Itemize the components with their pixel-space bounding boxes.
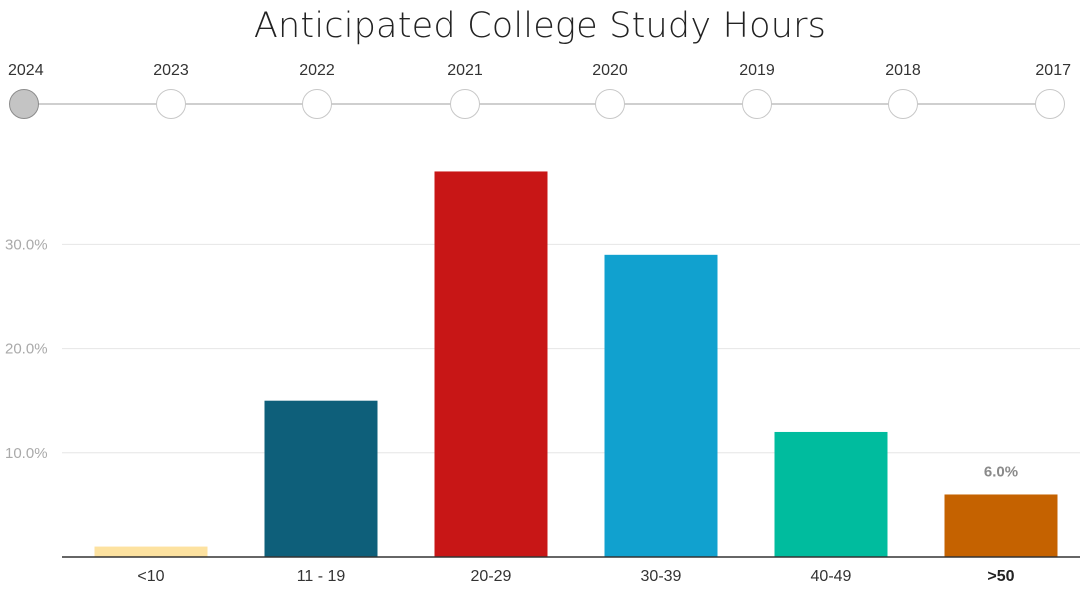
x-tick-label: 20-29 [471, 568, 512, 585]
bar-5 [774, 431, 888, 557]
bar-3 [434, 171, 548, 557]
timeline-year-label: 2024 [8, 62, 44, 79]
x-tick-label: <10 [137, 568, 164, 585]
timeline-year-label: 2020 [592, 62, 628, 79]
timeline-year-label: 2018 [885, 62, 921, 79]
bar-6 [944, 494, 1058, 557]
x-tick-label: >50 [987, 568, 1014, 585]
y-tick-label: 30.0% [5, 236, 48, 253]
y-tick-label: 10.0% [5, 445, 48, 462]
timeline-year-marker[interactable] [302, 89, 332, 119]
chart-title: Anticipated College Study Hours [253, 6, 827, 46]
data-label: 6.0% [984, 463, 1018, 480]
timeline-year-label: 2017 [1035, 62, 1071, 79]
timeline-year-label: 2021 [447, 62, 483, 79]
timeline-year-label: 2019 [739, 62, 775, 79]
x-tick-label: 30-39 [641, 568, 682, 585]
bar-4 [604, 254, 718, 557]
timeline-year-marker[interactable] [742, 89, 772, 119]
x-tick-label: 40-49 [811, 568, 852, 585]
bar-1 [94, 546, 208, 557]
timeline-year-marker[interactable] [9, 89, 39, 119]
timeline-year-marker[interactable] [888, 89, 918, 119]
timeline-year-marker[interactable] [1035, 89, 1065, 119]
timeline-year-label: 2023 [153, 62, 189, 79]
year-timeline: 2024 2023 2022 2021 2020 2019 2018 2017 [0, 0, 1080, 130]
timeline-year-marker[interactable] [595, 89, 625, 119]
x-tick-label: 11 - 19 [297, 568, 346, 585]
timeline-year-marker[interactable] [156, 89, 186, 119]
y-tick-label: 20.0% [5, 341, 48, 358]
timeline-year-marker[interactable] [450, 89, 480, 119]
timeline-track [24, 103, 1050, 105]
timeline-year-label: 2022 [299, 62, 335, 79]
bar-2 [264, 400, 378, 557]
